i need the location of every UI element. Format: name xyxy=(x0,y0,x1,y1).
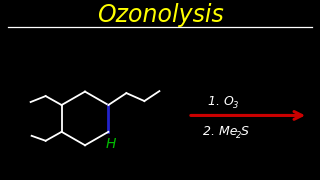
Text: 1. O: 1. O xyxy=(208,95,234,108)
Text: 2. Me: 2. Me xyxy=(203,125,237,138)
Text: S: S xyxy=(241,125,249,138)
Text: 2: 2 xyxy=(236,131,241,140)
Text: 3: 3 xyxy=(233,101,238,110)
Text: Ozonolysis: Ozonolysis xyxy=(97,3,223,27)
Text: H: H xyxy=(105,137,116,151)
